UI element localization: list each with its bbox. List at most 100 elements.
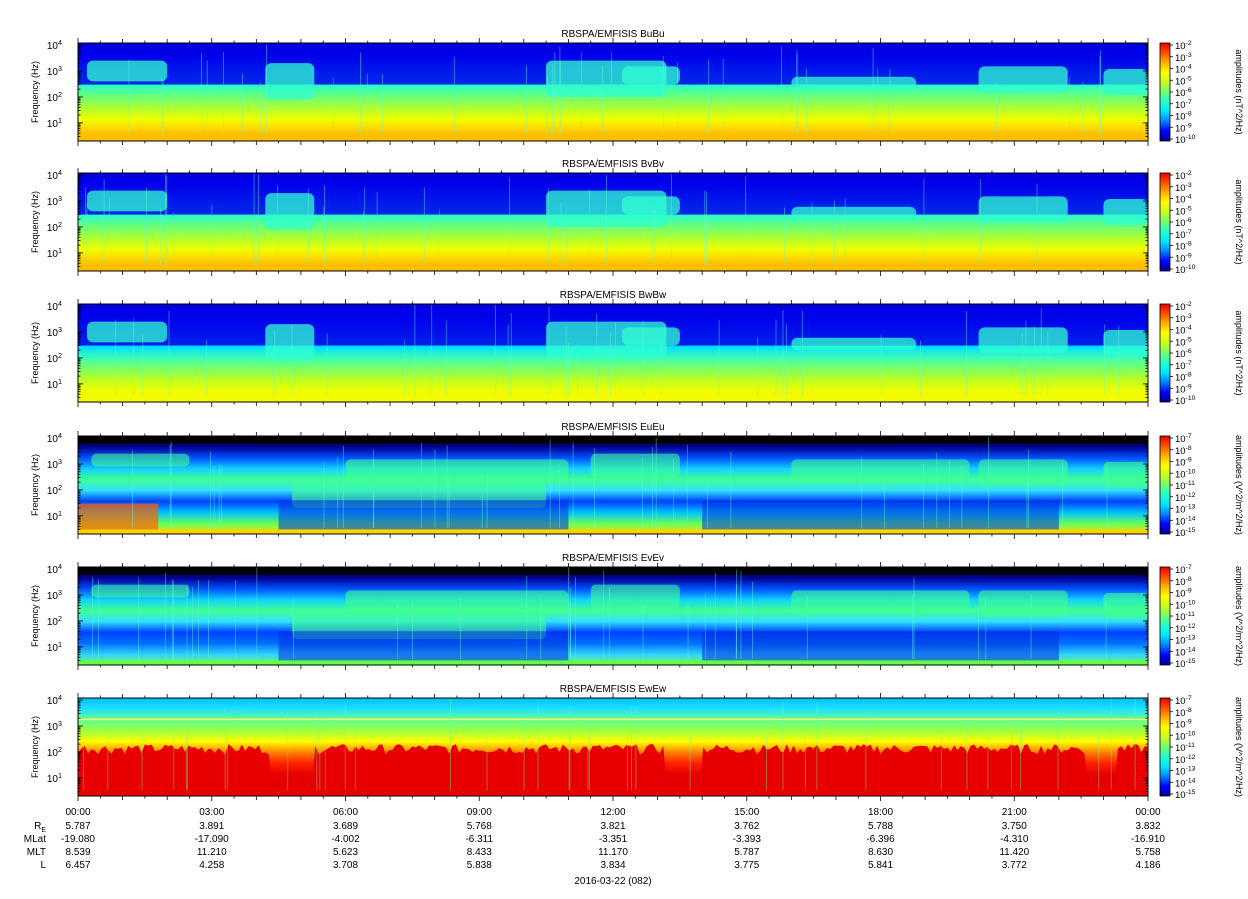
colorbar-tick-label: 10-12 [1175,754,1196,766]
ephemeris-value: 11.420 [999,847,1029,858]
date-label: 2016-03-22 (082) [574,876,651,887]
colorbar-tick-label: 10-7 [1175,695,1192,707]
colorbar-tick-label: 10-8 [1175,707,1192,719]
colorbar-tick-label: 10-10 [1175,395,1196,407]
colorbar-tick-label: 10-10 [1175,730,1196,742]
colorbar-tick-label: 10-10 [1175,264,1196,276]
ephemeris-value: 5.623 [333,847,358,858]
ephemeris-value: -3.393 [733,834,762,845]
y-axis: 101 102 103 104 Frequency (Hz) [30,168,1148,272]
ephemeris-value: -16.910 [1131,834,1165,845]
colorbar-scale [1159,303,1171,403]
colorbar-label: amplitudes (nT^2/Hz) [1234,179,1244,264]
ephemeris-value: 3.750 [1002,821,1027,832]
y-tick-label: 104 [47,431,62,445]
colorbar-tick-label: 10-13 [1175,635,1196,647]
y-axis: 101 102 103 104 Frequency (Hz) [30,693,1148,797]
colorbar-tick-label: 10-11 [1175,742,1195,754]
ephemeris-row-label: MLat [24,834,46,845]
panel-1: RBSPA/EMFISIS BvBv 101 102 103 104 Frequency … [30,159,1244,276]
colorbar-tick-label: 10-6 [1175,217,1192,229]
colorbar-tick-label: 10-13 [1175,766,1196,778]
panel-5: RBSPA/EMFISIS EwEw 101 102 103 104 Frequency … [30,684,1244,801]
colorbar-tick-label: 10-12 [1175,623,1196,635]
panel-4: RBSPA/EMFISIS EvEv 101 102 103 104 Frequency … [30,553,1244,670]
y-tick-label: 103 [47,588,62,602]
colorbar-tick-label: 10-7 [1175,564,1192,576]
ephemeris-value: -4.310 [1000,834,1029,845]
ephemeris-value: 5.838 [467,860,492,871]
colorbar-tick-label: 10-8 [1175,372,1192,384]
panel-3: RBSPA/EMFISIS EuEu 101 102 103 104 Frequency … [30,422,1244,539]
ephemeris-row-label: L [40,860,46,871]
y-tick-label: 101 [47,771,62,785]
colorbar-tick-label: 10-15 [1175,658,1196,670]
colorbar-tick-label: 10-5 [1175,205,1192,217]
ephemeris-value: 3.821 [600,821,625,832]
colorbar-tick-label: 10-4 [1175,194,1192,206]
panel-title: RBSPA/EMFISIS EwEw [560,684,667,695]
colorbar-tick-label: 10-6 [1175,87,1192,99]
colorbar-tick-label: 10-3 [1175,313,1192,325]
ephemeris-value: 3.772 [1002,860,1027,871]
colorbar-tick-label: 10-9 [1175,122,1192,134]
y-tick-label: 103 [47,325,62,339]
y-tick-label: 104 [47,693,62,707]
x-tick-label: 06:00 [333,807,358,818]
colorbar-tick-label: 10-9 [1175,252,1192,264]
y-tick-label: 101 [47,509,62,523]
colorbar-tick-label: 10-10 [1175,134,1196,146]
x-tick-label: 03:00 [199,807,224,818]
ephemeris-value: 4.186 [1135,860,1160,871]
x-axis-ticks [77,562,1149,670]
x-tick-label: 00:00 [65,807,90,818]
y-axis: 101 102 103 104 Frequency (Hz) [30,431,1148,535]
colorbar-tick-label: 10-9 [1175,457,1192,469]
colorbar-tick-label: 10-12 [1175,492,1196,504]
y-tick-label: 102 [47,745,62,759]
ephemeris-value: 5.787 [65,821,90,832]
y-axis-label: Frequency (Hz) [30,191,40,253]
ephemeris-table: 00:00 03:00 06:00 09:00 12:00 15:00 18:00 21:00… [24,807,1166,887]
panel-2: RBSPA/EMFISIS BwBw 101 102 103 104 Frequency … [30,290,1244,407]
colorbar-tick-label: 10-7 [1175,229,1192,241]
y-tick-label: 103 [47,719,62,733]
y-tick-label: 104 [47,38,62,52]
x-axis-ticks [77,693,1149,801]
ephemeris-value: -17.090 [195,834,229,845]
y-tick-label: 102 [47,220,62,234]
colorbar: 10-210-310-410-510-610-710-810-910-10 amp… [1159,170,1244,276]
spectrogram-texture [78,43,1148,141]
ephemeris-value: -6.396 [866,834,895,845]
colorbar-tick-label: 10-5 [1175,75,1192,87]
colorbar-tick-label: 10-9 [1175,719,1192,731]
ephemeris-value: -4.002 [331,834,360,845]
ephemeris-value: 3.775 [734,860,759,871]
y-tick-label: 102 [47,90,62,104]
y-axis-label: Frequency (Hz) [30,454,40,516]
colorbar-tick-label: 10-8 [1175,241,1192,253]
ephemeris-value: 11.170 [598,847,628,858]
x-axis-ticks [77,431,1149,539]
y-tick-label: 101 [47,640,62,654]
colorbar-scale [1159,172,1171,272]
colorbar-tick-label: 10-11 [1175,611,1195,623]
x-axis-ticks [77,168,1149,276]
colorbar-tick-label: 10-6 [1175,348,1192,360]
y-tick-label: 104 [47,168,62,182]
colorbar-scale [1159,435,1171,535]
colorbar-tick-label: 10-14 [1175,777,1196,789]
y-tick-label: 103 [47,457,62,471]
panel-0: RBSPA/EMFISIS BuBu 101 102 103 104 Frequency … [30,29,1244,146]
colorbar-tick-label: 10-4 [1175,64,1192,76]
colorbar-tick-label: 10-11 [1175,480,1195,492]
ephemeris-value: 11.210 [197,847,227,858]
y-axis-label: Frequency (Hz) [30,585,40,647]
panel-title: RBSPA/EMFISIS EuEu [561,422,664,433]
ephemeris-value: 5.841 [868,860,893,871]
x-tick-label: 12:00 [600,807,625,818]
colorbar-scale [1159,42,1171,142]
colorbar-tick-label: 10-8 [1175,111,1192,123]
ephemeris-value: -6.311 [465,834,493,845]
